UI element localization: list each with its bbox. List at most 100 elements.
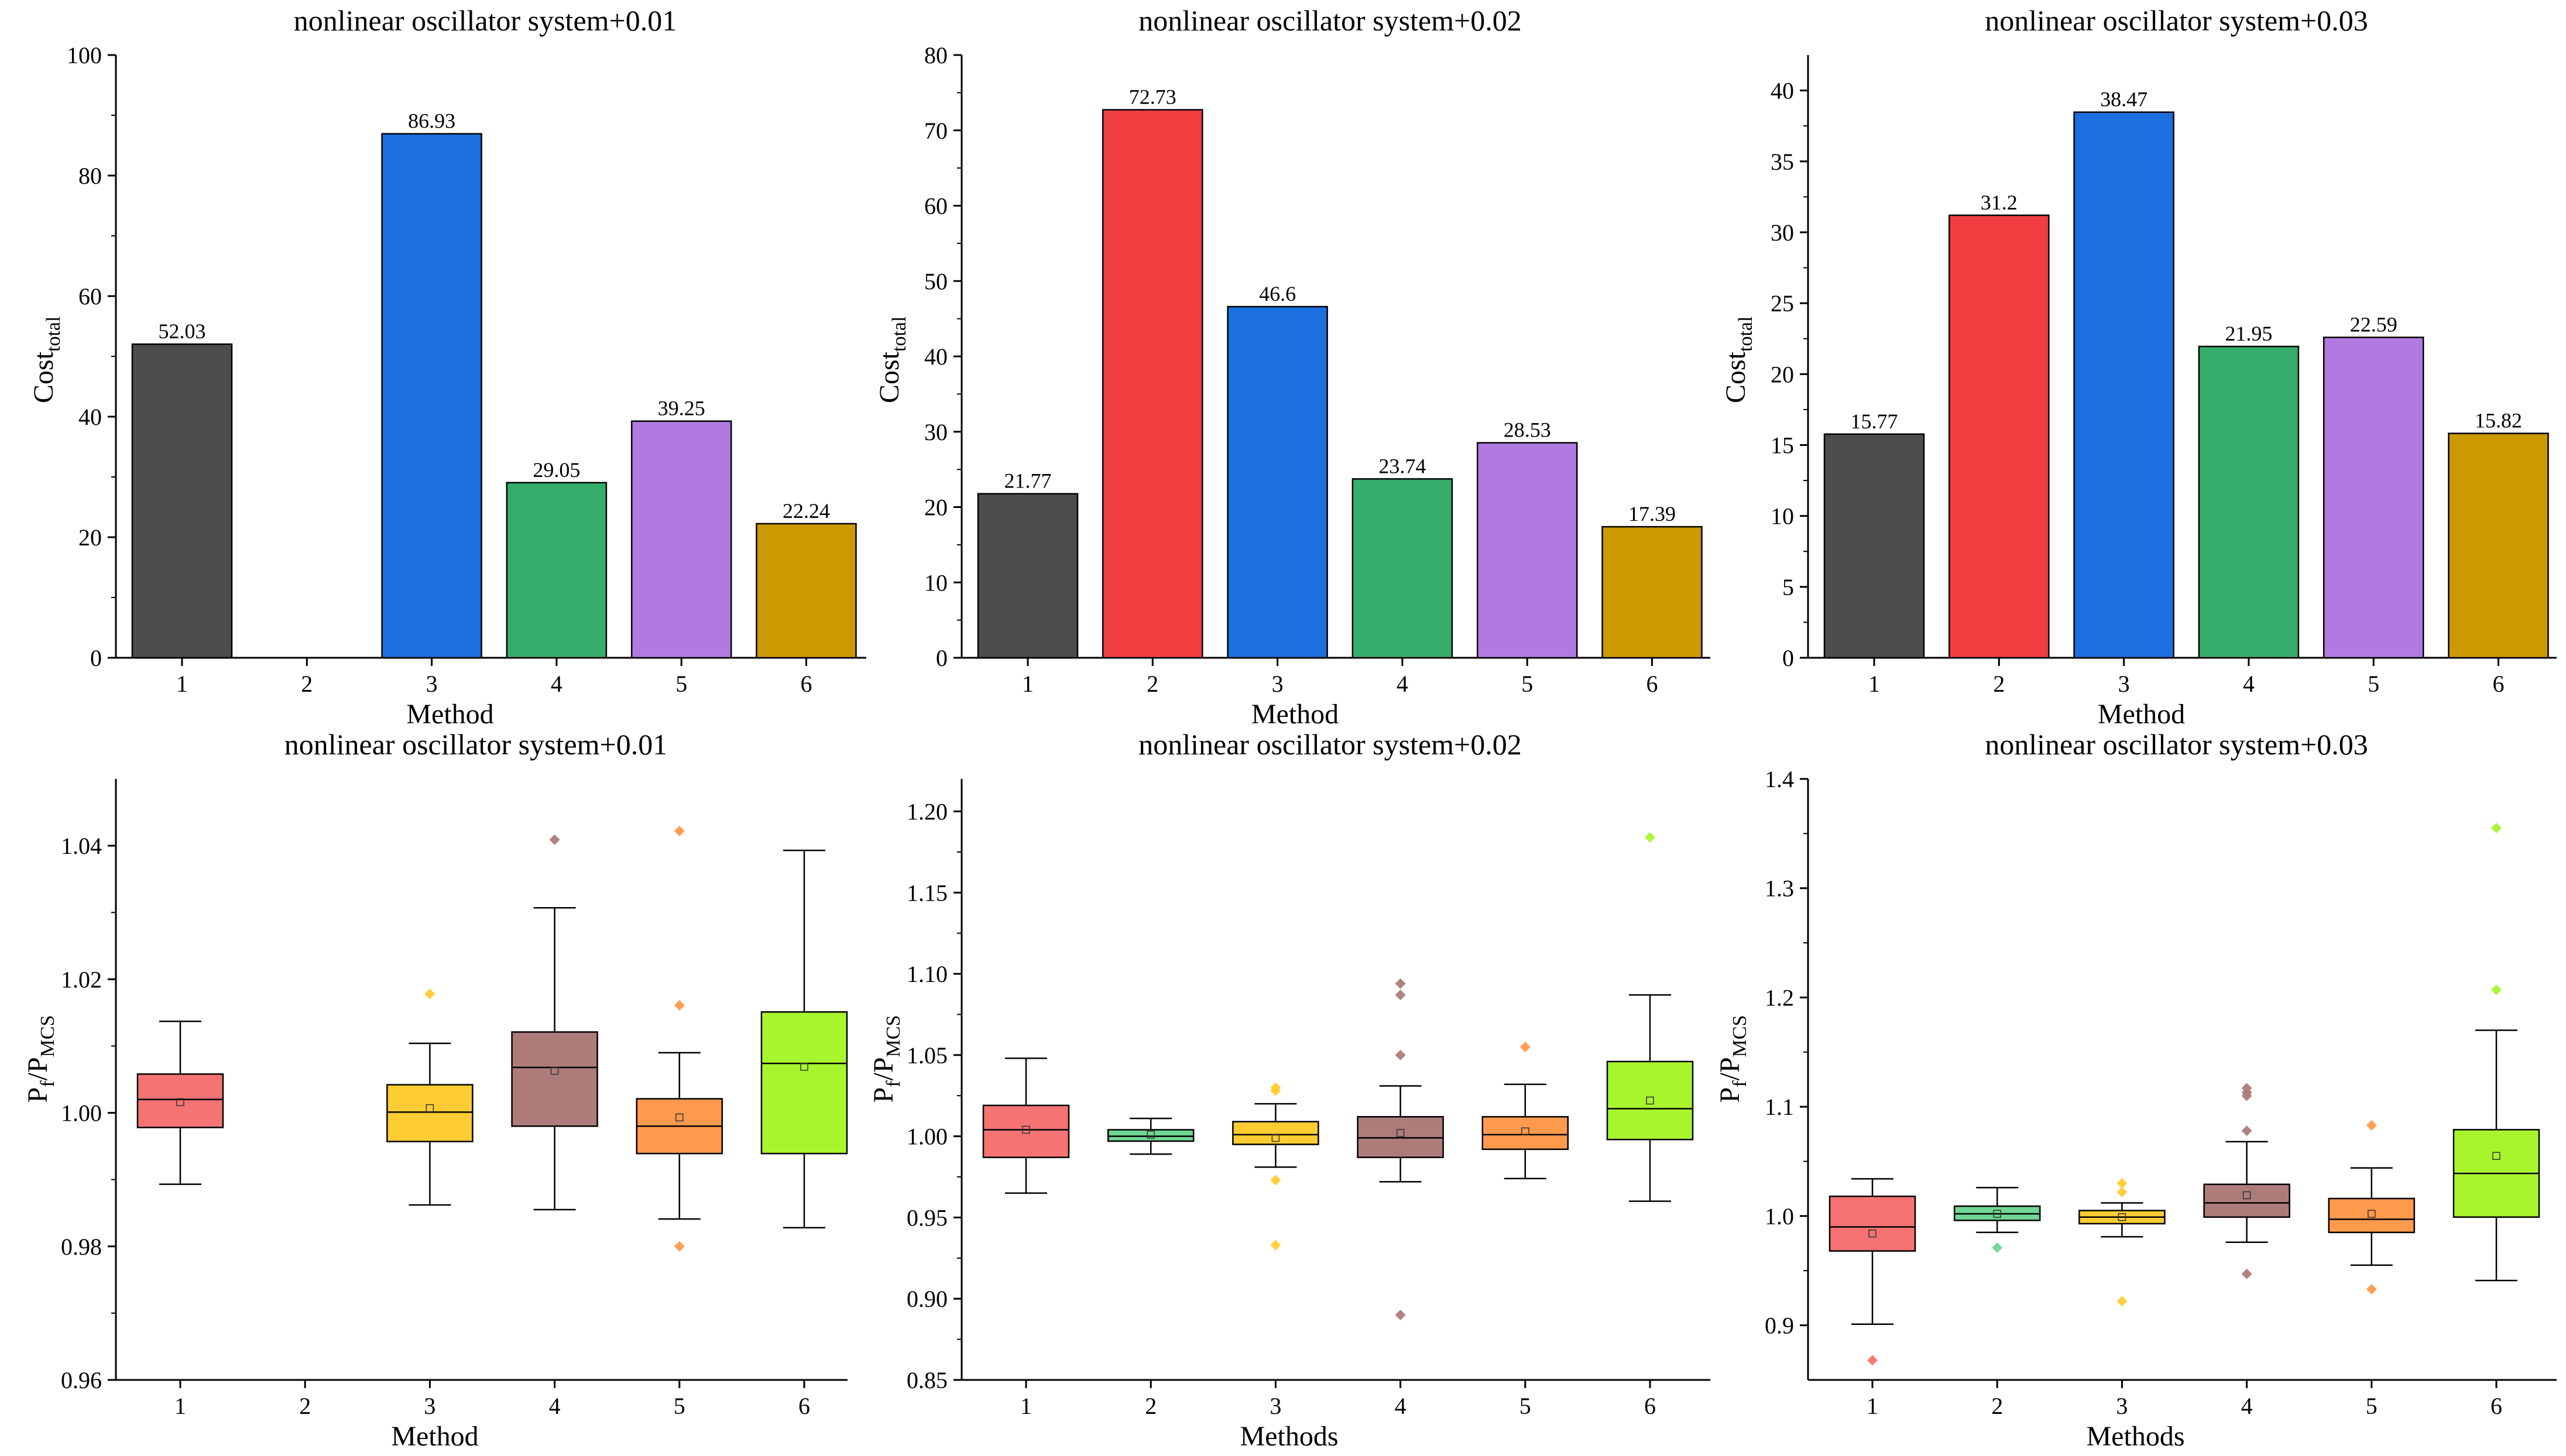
x-tick-label: 4 xyxy=(1395,1393,1407,1419)
y-tick-label: 40 xyxy=(924,344,948,370)
mean-marker xyxy=(550,1066,559,1075)
y-tick-label: 0.95 xyxy=(907,1204,948,1231)
box-3 xyxy=(1232,1121,1319,1145)
mean-marker xyxy=(426,1104,434,1112)
box-5 xyxy=(1481,1116,1569,1151)
bar-1 xyxy=(131,343,233,659)
y-axis-label-sub1: f xyxy=(37,1080,59,1087)
mean-marker xyxy=(1022,1125,1030,1134)
bar-5 xyxy=(630,420,732,659)
y-tick-label: 60 xyxy=(78,283,102,310)
bar-4 xyxy=(506,482,608,659)
bar-3 xyxy=(1227,305,1328,659)
y-axis-label-main: Cost xyxy=(28,351,59,403)
y-tick-label: 0 xyxy=(936,645,948,671)
y-tick-label: 1.05 xyxy=(907,1042,948,1069)
x-tick-label: 2 xyxy=(299,1393,311,1419)
y-axis-label-main: P xyxy=(22,1087,53,1103)
x-tick-label: 3 xyxy=(2118,671,2130,697)
bar-2 xyxy=(1102,109,1203,659)
x-tick-label: 2 xyxy=(1145,1393,1157,1419)
outlier-point xyxy=(2116,1177,2128,1189)
chart-box1: 0.96 0.98 1.00 1.02 1.04 1 2 3 4 5 6 nonlinear osci… xyxy=(22,728,848,1452)
y-tick-label: 0.98 xyxy=(61,1234,102,1260)
y-axis-label: Pf/PMCS xyxy=(868,1015,904,1103)
y-tick-label: 1.4 xyxy=(1765,766,1794,792)
bar-value-label: 72.73 xyxy=(1129,85,1176,109)
y-axis-label-sub: total xyxy=(43,317,64,352)
box-1 xyxy=(982,1104,1070,1158)
x-axis-label: Method xyxy=(1251,699,1339,730)
x-tick-label: 1 xyxy=(176,671,188,697)
box-4 xyxy=(1357,1116,1444,1158)
x-tick-label: 3 xyxy=(1272,671,1284,697)
x-tick-label: 5 xyxy=(2368,671,2379,697)
outlier-point xyxy=(2241,1268,2252,1279)
y-tick-label: 1.02 xyxy=(61,966,102,993)
y-tick-label: 35 xyxy=(1771,149,1794,175)
mean-marker xyxy=(1396,1129,1405,1137)
y-tick-label: 1.0 xyxy=(1765,1203,1794,1230)
chart-title: nonlinear oscillator system+0.01 xyxy=(294,4,677,37)
chart-bar3: 0 5 10 15 20 25 30 35 40 1 2 3 4 5 6 nonlinear oscillat… xyxy=(1720,4,2557,730)
y-tick-label: 50 xyxy=(924,268,948,294)
bar-5 xyxy=(2323,336,2424,659)
outlier-point xyxy=(1867,1355,1878,1366)
outlier-point xyxy=(1395,1309,1406,1320)
outlier-point xyxy=(424,988,435,1000)
bar-value-label: 15.77 xyxy=(1851,410,1898,433)
outlier-point xyxy=(2116,1186,2128,1197)
bar-value-label: 22.59 xyxy=(2350,313,2397,336)
outlier-point xyxy=(2241,1083,2252,1094)
y-tick-label: 30 xyxy=(924,419,948,445)
y-tick-label: 1.1 xyxy=(1765,1094,1794,1120)
x-tick-label: 3 xyxy=(426,671,438,697)
y-axis-label-main: P xyxy=(1714,1087,1745,1103)
bar-6 xyxy=(1601,526,1703,659)
x-tick-label: 2 xyxy=(1991,1393,2003,1419)
y-tick-label: 20 xyxy=(1771,361,1794,387)
y-tick-label: 1.2 xyxy=(1765,984,1794,1011)
x-tick-label: 6 xyxy=(798,1393,810,1419)
y-tick-label: 10 xyxy=(924,569,948,596)
x-tick-label: 1 xyxy=(1022,671,1034,697)
box-3 xyxy=(386,1084,474,1142)
x-tick-label: 5 xyxy=(1519,1393,1531,1419)
y-tick-label: 10 xyxy=(1771,503,1794,530)
box-4 xyxy=(2203,1183,2290,1218)
bar-value-label: 15.82 xyxy=(2475,409,2522,432)
x-tick-label: 6 xyxy=(1646,671,1658,697)
chart-box2: 0.85 0.90 0.95 1.00 1.05 1.10 1.15 1.20 1 2 3 4 5 6 no… xyxy=(868,728,1710,1452)
x-tick-label: 4 xyxy=(2243,671,2255,697)
y-tick-label: 60 xyxy=(924,193,948,219)
outlier-point xyxy=(2491,823,2502,834)
y-tick-label: 100 xyxy=(67,42,102,68)
x-tick-label: 6 xyxy=(1644,1393,1656,1419)
outlier-point xyxy=(1270,1082,1281,1093)
bar-value-label: 86.93 xyxy=(408,109,455,133)
x-axis-label: Methods xyxy=(2087,1421,2185,1452)
y-tick-label: 80 xyxy=(924,42,948,68)
x-tick-label: 5 xyxy=(1521,671,1533,697)
y-tick-label: 1.10 xyxy=(907,961,948,987)
x-tick-label: 3 xyxy=(424,1393,435,1419)
y-axis-label-sub1: f xyxy=(883,1080,904,1087)
x-tick-label: 4 xyxy=(551,671,562,697)
y-tick-label: 40 xyxy=(1771,78,1794,104)
y-tick-label: 1.00 xyxy=(907,1124,948,1150)
outlier-point xyxy=(1395,990,1406,1001)
mean-marker xyxy=(1646,1096,1654,1105)
x-axis-label: Method xyxy=(391,1421,478,1452)
y-tick-label: 1.15 xyxy=(907,880,948,906)
mean-marker xyxy=(1271,1134,1280,1142)
y-axis-label: Pf/PMCS xyxy=(22,1015,59,1103)
x-tick-label: 5 xyxy=(675,671,687,697)
bar-value-label: 52.03 xyxy=(159,320,206,343)
y-tick-label: 15 xyxy=(1771,432,1794,458)
chart-title: nonlinear oscillator system+0.02 xyxy=(1138,728,1521,761)
mean-marker xyxy=(1993,1210,2001,1218)
chart-title: nonlinear oscillator system+0.03 xyxy=(1985,4,2368,37)
y-tick-label: 20 xyxy=(78,524,102,551)
mean-marker xyxy=(2492,1152,2500,1160)
